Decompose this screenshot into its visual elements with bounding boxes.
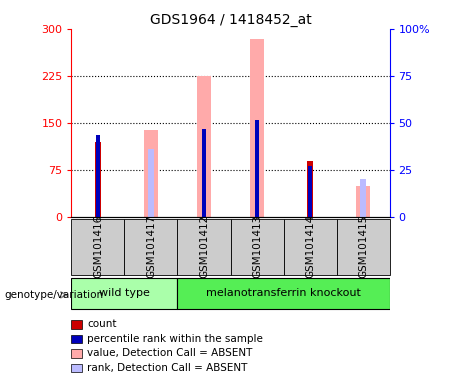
Text: rank, Detection Call = ABSENT: rank, Detection Call = ABSENT	[87, 363, 248, 373]
Text: count: count	[87, 319, 117, 329]
Bar	[355, 185, 371, 217]
Text: GSM101415: GSM101415	[358, 215, 368, 278]
Text: genotype/variation: genotype/variation	[5, 290, 104, 300]
Text: GSM101416: GSM101416	[93, 215, 103, 278]
Text: GSM101413: GSM101413	[252, 215, 262, 278]
Bar	[96, 136, 100, 217]
Text: GDS1964 / 1418452_at: GDS1964 / 1418452_at	[150, 13, 311, 27]
Text: GSM101414: GSM101414	[305, 215, 315, 278]
Bar	[230, 219, 284, 275]
Text: GSM101412: GSM101412	[199, 215, 209, 278]
Text: GSM101417: GSM101417	[146, 215, 156, 278]
Text: wild type: wild type	[99, 288, 150, 298]
Bar	[202, 129, 206, 217]
Bar	[95, 142, 101, 217]
Bar	[177, 219, 230, 275]
Text: melanotransferrin knockout: melanotransferrin knockout	[206, 288, 361, 298]
Bar	[148, 149, 154, 217]
Text: percentile rank within the sample: percentile rank within the sample	[87, 334, 263, 344]
Bar	[337, 219, 390, 275]
Bar	[71, 219, 124, 275]
Bar	[71, 278, 177, 310]
Bar	[360, 179, 366, 217]
Bar	[255, 120, 259, 217]
Bar	[177, 278, 390, 310]
Bar	[196, 76, 212, 217]
Bar	[143, 131, 159, 217]
Bar	[284, 219, 337, 275]
Bar	[249, 40, 265, 217]
Bar	[308, 166, 312, 217]
Bar	[124, 219, 177, 275]
Bar	[307, 161, 313, 217]
Text: value, Detection Call = ABSENT: value, Detection Call = ABSENT	[87, 348, 253, 358]
